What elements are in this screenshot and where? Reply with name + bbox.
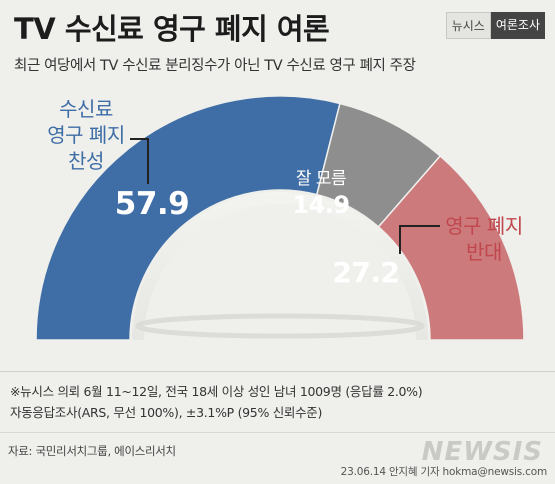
- author-credit: 23.06.14 안지혜 기자 hokma@newsis.com: [340, 466, 548, 478]
- inner-base: [135, 313, 425, 339]
- slice-value-label: 27.2: [332, 256, 399, 289]
- badge-category: 여론조사: [490, 12, 545, 39]
- survey-note: ※뉴시스 의뢰 6월 11~12일, 전국 18세 이상 성인 남녀 1009명…: [10, 384, 423, 399]
- page-subtitle: 최근 여당에서 TV 수신료 분리징수가 아닌 TV 수신료 영구 폐지 주장: [14, 58, 416, 74]
- slice-0: [35, 95, 341, 341]
- page-title: TV 수신료 영구 폐지 여론: [14, 12, 330, 46]
- slice-category-label: 찬성: [68, 149, 104, 173]
- slice-value-label: 57.9: [115, 186, 190, 222]
- divider-bottom: [0, 432, 555, 433]
- newsis-logo: NEWSIS: [421, 437, 543, 467]
- data-source: 자료: 국민리서치그룹, 에이스리서치: [8, 444, 176, 458]
- slice-category-label: 수신료: [59, 97, 113, 121]
- slice-value-label: 14.9: [292, 191, 349, 219]
- leader-line: [399, 225, 440, 254]
- slice-category-label: 영구 폐지: [47, 123, 124, 147]
- slice-2: [377, 154, 525, 341]
- category-badge: 뉴시스 여론조사: [445, 12, 545, 39]
- slice-category-label: 반대: [466, 240, 502, 264]
- badge-brand: 뉴시스: [445, 12, 491, 39]
- slice-category-label: 영구 폐지: [445, 214, 522, 238]
- leader-line: [130, 138, 149, 184]
- survey-method: 자동응답조사(ARS, 무선 100%), ±3.1%P (95% 신뢰수준): [10, 405, 323, 420]
- divider: [0, 371, 555, 372]
- slice-category-label: 잘 모름: [296, 169, 346, 189]
